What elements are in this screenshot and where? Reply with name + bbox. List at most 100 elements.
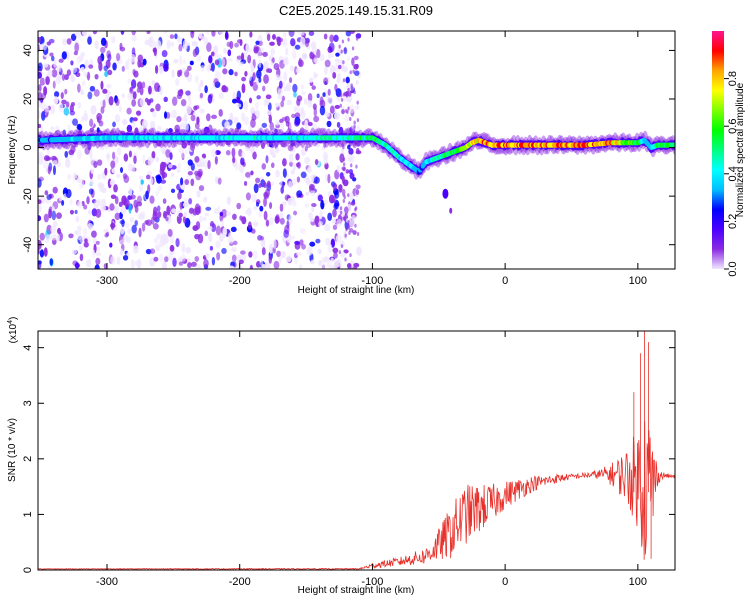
noise-speck — [52, 186, 58, 194]
noise-speck — [38, 36, 42, 43]
noise-speck — [352, 69, 355, 74]
noise-speck — [258, 59, 262, 68]
noise-speck — [98, 182, 105, 192]
noise-speck — [187, 171, 193, 176]
noise-speck — [201, 35, 206, 41]
noise-speck — [58, 196, 63, 202]
noise-speck — [149, 248, 156, 255]
noise-speck — [138, 142, 143, 149]
noise-speck — [323, 77, 329, 86]
noise-speck — [304, 203, 309, 208]
noise-speck — [296, 103, 301, 114]
noise-speck — [334, 104, 341, 110]
noise-speck — [336, 78, 341, 84]
noise-speck — [99, 145, 105, 150]
noise-speck — [58, 103, 64, 112]
noise-speck — [46, 148, 51, 155]
noise-speck — [93, 160, 98, 169]
x-tick-label: 100 — [629, 576, 647, 588]
noise-speck — [195, 264, 202, 269]
noise-speck — [114, 196, 119, 205]
noise-speck — [179, 201, 183, 210]
noise-speck — [231, 247, 237, 252]
noise-speck — [65, 157, 70, 162]
noise-speck — [87, 222, 94, 230]
noise-speck — [350, 201, 356, 206]
noise-speck — [132, 68, 136, 76]
noise-speck — [289, 235, 296, 240]
noise-speck — [355, 64, 359, 69]
noise-speck — [219, 211, 224, 217]
noise-speck — [252, 81, 258, 92]
noise-speck — [351, 88, 354, 93]
noise-speck — [239, 39, 243, 46]
noise-speck — [127, 57, 131, 64]
noise-speck — [131, 99, 137, 107]
noise-speck — [123, 175, 130, 184]
noise-speck — [168, 164, 173, 169]
noise-speck — [38, 123, 42, 129]
noise-speck — [56, 162, 62, 167]
noise-speck — [149, 177, 154, 185]
noise-speck — [232, 91, 236, 101]
noise-speck — [109, 179, 115, 186]
noise-speck — [314, 58, 319, 64]
noise-speck — [104, 167, 108, 176]
noise-speck — [149, 98, 154, 103]
noise-speck — [356, 147, 360, 154]
noise-speck — [128, 204, 132, 214]
snr-x-axis-title: Height of straight line (km) — [298, 585, 415, 596]
noise-speck — [83, 71, 88, 77]
noise-speck — [119, 251, 123, 256]
noise-speck — [94, 199, 101, 208]
noise-speck — [87, 91, 93, 100]
noise-speck — [222, 68, 228, 75]
noise-speck — [43, 86, 48, 96]
noise-speck — [77, 83, 81, 93]
noise-speck — [110, 160, 116, 169]
noise-speck — [292, 200, 297, 207]
noise-speck — [46, 41, 52, 46]
noise-speck — [45, 76, 50, 86]
noise-speck — [140, 179, 144, 185]
noise-speck — [318, 221, 323, 227]
noise-speck — [294, 112, 301, 119]
noise-speck — [227, 49, 232, 57]
noise-speck — [263, 99, 267, 107]
noise-speck — [353, 120, 356, 125]
noise-speck — [250, 107, 256, 114]
noise-speck — [52, 80, 56, 89]
noise-speck — [276, 250, 281, 258]
noise-speck — [130, 259, 135, 269]
noise-speck — [237, 266, 244, 269]
noise-speck — [260, 236, 264, 241]
noise-speck — [248, 72, 252, 82]
noise-speck — [245, 171, 251, 178]
noise-speck — [196, 190, 201, 198]
noise-speck — [287, 180, 293, 189]
noise-speck — [179, 55, 183, 65]
spectrogram-y-axis-title: Frequency (Hz) — [7, 116, 18, 185]
noise-speck — [57, 227, 61, 235]
noise-speck — [346, 56, 351, 61]
noise-speck — [343, 195, 346, 200]
noise-speck — [292, 161, 296, 172]
noise-speck — [355, 188, 360, 196]
noise-speck — [340, 244, 344, 249]
noise-speck — [347, 144, 351, 150]
noise-speck — [307, 164, 312, 173]
noise-speck — [90, 104, 97, 115]
noise-speck — [108, 96, 114, 106]
noise-speck — [292, 50, 297, 60]
noise-speck — [155, 190, 159, 196]
noise-speck — [214, 59, 220, 66]
noise-speck — [158, 253, 164, 263]
noise-speck — [250, 65, 255, 74]
noise-speck — [61, 51, 67, 60]
noise-speck — [214, 156, 218, 165]
noise-speck — [279, 203, 284, 212]
noise-speck — [176, 93, 183, 100]
noise-speck — [303, 97, 308, 105]
noise-speck — [110, 221, 115, 231]
noise-speck — [288, 77, 293, 84]
